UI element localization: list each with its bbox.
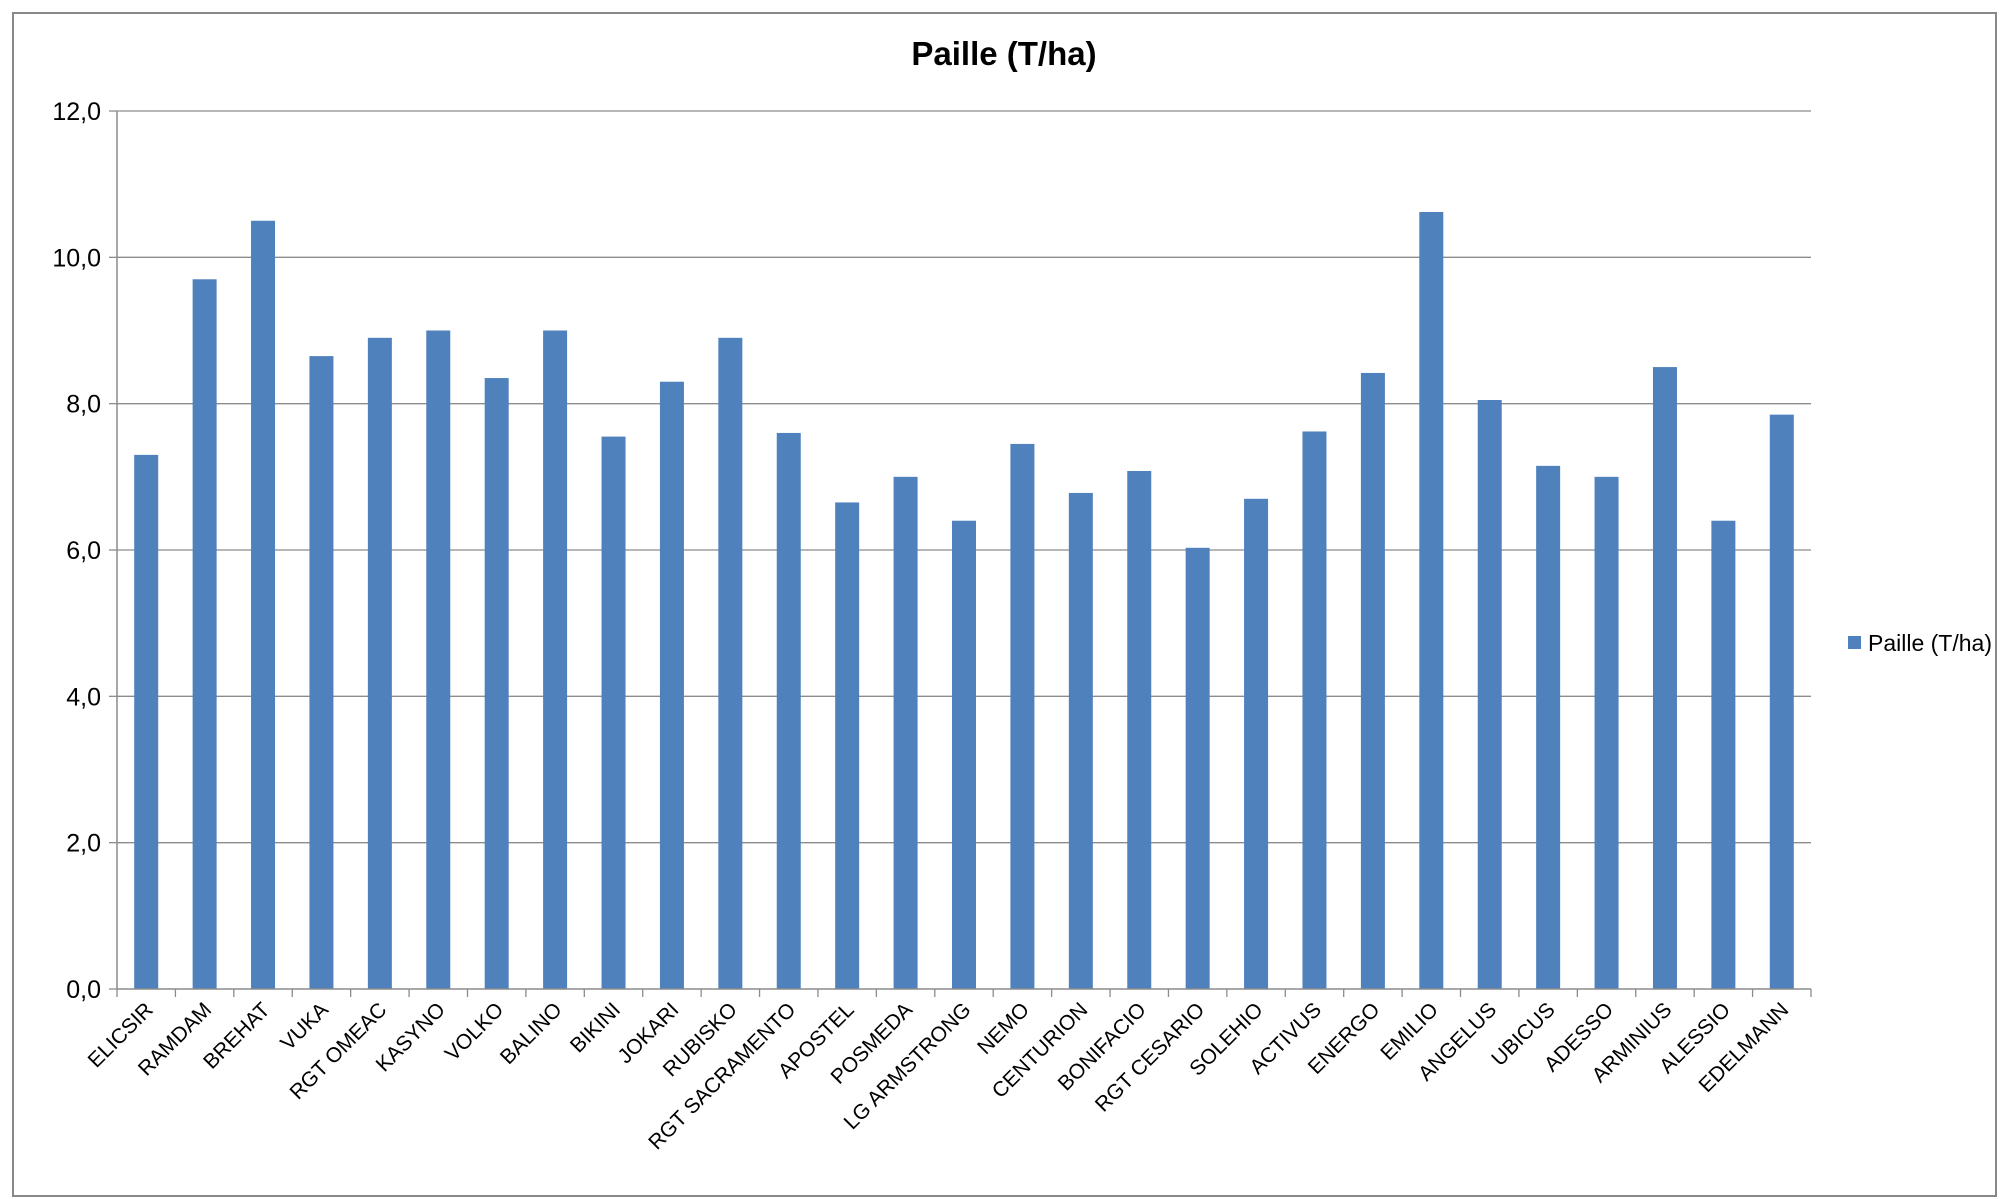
axes xyxy=(116,111,1812,997)
bar xyxy=(601,436,626,989)
bar xyxy=(484,378,509,989)
bar xyxy=(1302,431,1327,990)
chart-title: Paille (T/ha) xyxy=(911,35,1096,72)
legend-swatch xyxy=(1848,636,1861,649)
bar xyxy=(1769,414,1794,989)
x-category-label: BALINO xyxy=(496,998,567,1069)
y-tick-label: 12,0 xyxy=(52,98,101,126)
legend: Paille (T/ha) xyxy=(1848,630,1992,656)
y-tick-label: 10,0 xyxy=(52,244,101,272)
bar xyxy=(835,502,860,989)
y-tick-label: 2,0 xyxy=(66,830,101,858)
chart-area: Paille (T/ha) 0,0 2,0 4,0 6,0 8,0 10,0 12,0 EL… xyxy=(12,12,1997,1197)
bar xyxy=(1477,400,1502,990)
bar xyxy=(1594,476,1619,989)
bar xyxy=(1244,498,1269,989)
bar xyxy=(1536,465,1561,989)
bar xyxy=(1068,492,1093,989)
bar xyxy=(367,337,392,990)
bar xyxy=(1360,372,1385,990)
x-category-label: VUKA xyxy=(276,998,333,1055)
bar xyxy=(251,220,276,989)
legend-label: Paille (T/ha) xyxy=(1868,630,1992,656)
bar xyxy=(1010,443,1035,989)
bar xyxy=(309,356,334,989)
bar xyxy=(543,330,568,989)
y-tick-label: 4,0 xyxy=(66,683,101,711)
bar xyxy=(776,432,801,989)
bar xyxy=(192,279,217,989)
bar xyxy=(1711,520,1736,989)
bar xyxy=(1652,367,1677,989)
y-axis-tick-labels: 0,0 2,0 4,0 6,0 8,0 10,0 12,0 xyxy=(52,98,101,1004)
bar xyxy=(952,520,976,989)
y-tick-label: 8,0 xyxy=(66,391,101,419)
y-tick-label: 6,0 xyxy=(66,537,101,565)
bar xyxy=(1185,547,1210,989)
bar xyxy=(134,454,159,990)
bar xyxy=(718,337,743,990)
bar xyxy=(659,381,684,989)
y-tick-label: 0,0 xyxy=(66,976,101,1004)
bar xyxy=(893,476,918,989)
bar xyxy=(1419,211,1444,990)
bar-chart: Paille (T/ha) 0,0 2,0 4,0 6,0 8,0 10,0 12,0 EL… xyxy=(52,35,1992,1154)
bar xyxy=(426,330,451,989)
bar xyxy=(1127,470,1152,990)
bars xyxy=(134,211,1794,990)
